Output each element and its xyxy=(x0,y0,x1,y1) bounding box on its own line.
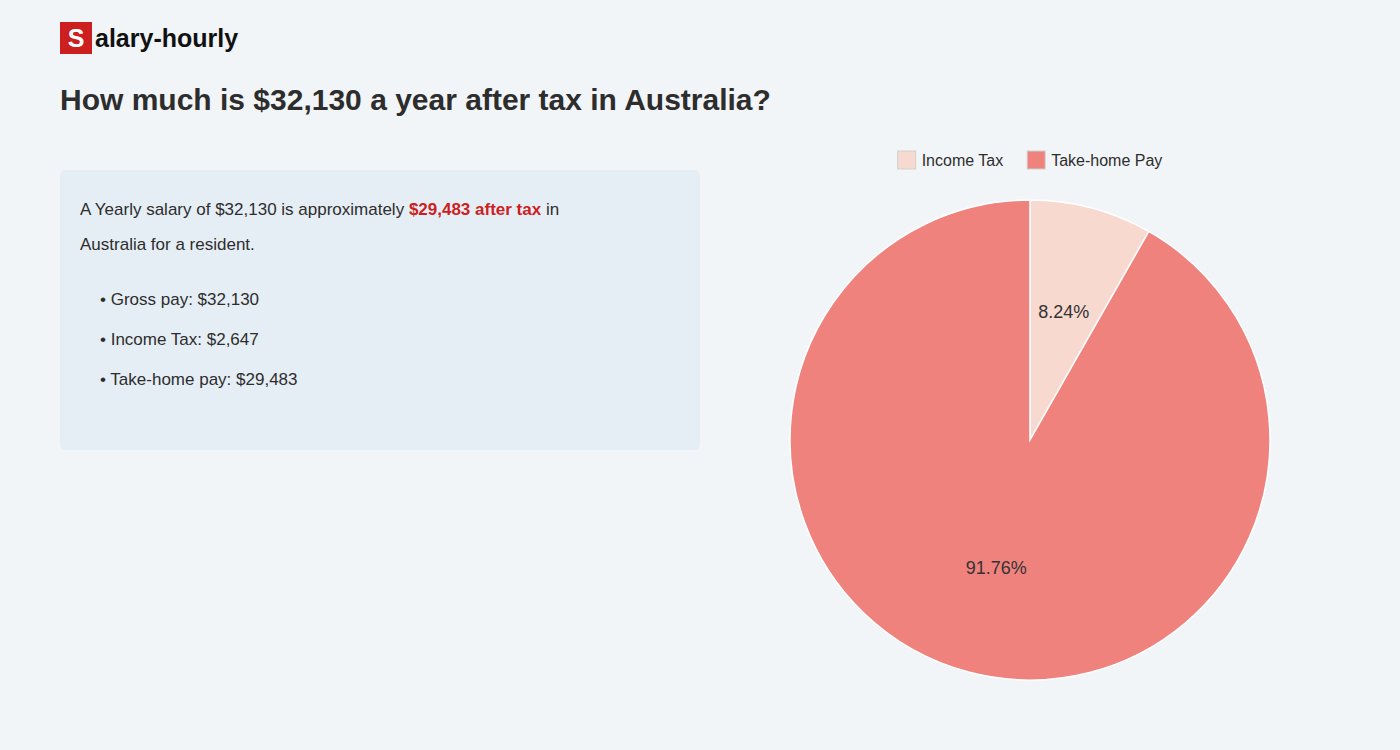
data-labels: 8.24% 91.76% xyxy=(966,302,1090,577)
legend-label: Income Tax xyxy=(922,152,1004,169)
logo: Salary-hourly xyxy=(60,22,238,54)
data-label: 8.24% xyxy=(1038,302,1089,322)
legend-swatch xyxy=(1027,151,1045,169)
title: How much is $32,130 a year after tax in … xyxy=(60,83,771,116)
data-label: 91.76% xyxy=(966,558,1027,578)
legend-item: Take-home Pay xyxy=(1027,151,1162,169)
info-box-bg xyxy=(60,170,700,450)
pie-slice xyxy=(790,200,1270,680)
bullet-item: • Take-home pay: $29,483 xyxy=(100,370,298,389)
logo-text: alary-hourly xyxy=(95,24,238,52)
info-segment: in xyxy=(541,200,559,219)
legend-label: Take-home Pay xyxy=(1051,152,1162,169)
logo-box xyxy=(60,22,92,54)
logo-letter: S xyxy=(68,24,85,52)
bullet-item: • Income Tax: $2,647 xyxy=(100,330,259,349)
info-box: A Yearly salary of $32,130 is approximat… xyxy=(60,170,700,450)
bullet-item: • Gross pay: $32,130 xyxy=(100,290,259,309)
info-segment: A Yearly salary of $32,130 is approximat… xyxy=(80,200,409,219)
legend: Income Tax Take-home Pay xyxy=(898,151,1163,169)
pie xyxy=(790,200,1270,680)
chart: Salary-hourly How much is $32,130 a year … xyxy=(0,0,1400,750)
info-line: Australia for a resident. xyxy=(80,235,255,254)
info-segment: $29,483 after tax xyxy=(409,200,542,219)
legend-swatch xyxy=(898,151,916,169)
info-line: A Yearly salary of $32,130 is approximat… xyxy=(80,200,559,219)
legend-item: Income Tax xyxy=(898,151,1004,169)
background xyxy=(0,0,1400,750)
